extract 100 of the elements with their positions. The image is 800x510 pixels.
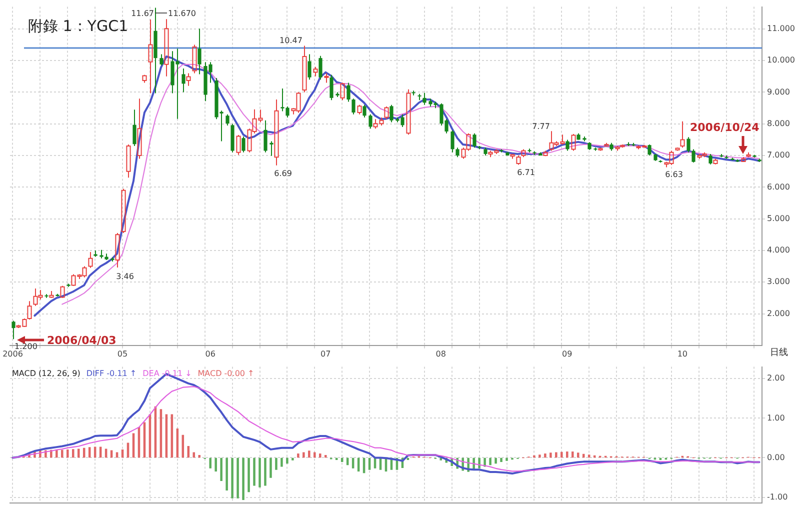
chart-title: MACD (12, 26, 9) — [12, 368, 80, 378]
y-tick-label: -1.00 — [767, 492, 788, 502]
y-tick-label: 9.000 — [767, 87, 790, 96]
bar — [258, 458, 261, 488]
candlestick — [308, 54, 312, 80]
bar — [253, 458, 256, 486]
bar — [104, 448, 108, 458]
candlestick — [164, 18, 169, 77]
candlestick — [274, 99, 279, 166]
candlestick — [450, 130, 454, 153]
candlestick — [302, 45, 307, 93]
candlestick — [270, 140, 274, 156]
y-tick-label: 10.000 — [767, 56, 795, 65]
candlestick — [137, 98, 142, 160]
candlestick — [352, 98, 356, 115]
y-tick-label: 2.000 — [767, 308, 790, 318]
candlestick — [368, 114, 372, 130]
x-tick-label: 2006 — [2, 349, 23, 358]
x-tick-label: 07 — [320, 349, 331, 358]
candlestick — [456, 147, 460, 158]
candlestick — [160, 54, 164, 66]
bar — [302, 452, 305, 458]
bar — [576, 452, 580, 458]
candlestick — [148, 18, 153, 94]
candlestick — [566, 139, 570, 152]
annotation: 6.71 — [517, 168, 535, 177]
annotation: 2006/04/03 — [47, 334, 116, 347]
candlestick — [226, 114, 230, 126]
y-tick-label: 6.000 — [767, 182, 790, 192]
annotation: 6.63 — [665, 170, 683, 179]
candlestick — [686, 136, 690, 153]
x-tick-label: 10 — [677, 349, 688, 358]
candlestick — [242, 136, 246, 153]
bar — [94, 446, 96, 458]
bar — [494, 458, 497, 464]
candlestick — [115, 232, 120, 268]
x-tick-label: 06 — [205, 349, 216, 358]
bar — [588, 454, 590, 458]
candlestick — [472, 132, 476, 148]
annotation: 3.46 — [116, 272, 134, 281]
bar — [286, 458, 288, 464]
y-tick-label: 3.000 — [767, 277, 790, 286]
bar — [571, 451, 574, 458]
bar — [544, 453, 546, 458]
candlestick — [571, 134, 576, 152]
bar — [270, 458, 272, 478]
candlestick — [680, 120, 685, 148]
bar — [66, 449, 69, 458]
bar — [500, 458, 502, 462]
candlestick — [330, 74, 334, 101]
bar — [77, 448, 80, 458]
annotation: 11.67 — [131, 9, 154, 18]
bar — [292, 458, 294, 460]
candlestick — [390, 104, 394, 123]
bar — [550, 452, 552, 458]
bar — [236, 458, 239, 498]
candlestick — [422, 92, 426, 106]
bar — [314, 452, 316, 458]
annotation: 6.69 — [274, 169, 292, 178]
bar — [61, 450, 64, 458]
bar — [489, 458, 492, 466]
series-label: DEA -0.11 ↓ — [142, 368, 192, 378]
annotation: 2006/10/24 — [690, 121, 760, 134]
y-tick-label: 5.000 — [767, 214, 790, 223]
bar — [242, 458, 244, 500]
y-tick-label: 1.00 — [767, 413, 785, 422]
bar — [209, 458, 212, 468]
candlestick — [182, 68, 186, 93]
bar — [226, 458, 228, 490]
candlestick — [346, 82, 350, 102]
bar — [56, 450, 58, 458]
y-tick-label: 4.000 — [767, 246, 790, 255]
annotation: 7.77 — [532, 122, 550, 131]
candlestick — [648, 144, 652, 156]
bar — [566, 451, 568, 458]
bar — [533, 455, 536, 458]
annotation: 11.670 — [168, 9, 196, 18]
x-tick-label: 09 — [562, 349, 572, 358]
y-tick-label: 11.000 — [767, 24, 795, 34]
y-tick-label: 7.000 — [767, 150, 790, 160]
candlestick — [318, 55, 322, 80]
bar — [555, 452, 558, 458]
x-tick-label: 05 — [117, 349, 128, 358]
bar — [308, 450, 310, 458]
bar — [297, 453, 300, 458]
x-tick-label: 08 — [436, 349, 446, 358]
bar — [248, 458, 250, 492]
bar — [538, 454, 541, 458]
candlestick — [264, 120, 268, 153]
text: MACD -0.00 ↑ — [198, 368, 254, 378]
bar — [214, 458, 217, 472]
bar — [220, 458, 222, 481]
text: DIFF -0.11 ↑ — [86, 368, 137, 378]
candlestick — [132, 109, 136, 147]
y-tick-label: 8.000 — [767, 118, 790, 128]
bar — [319, 453, 322, 458]
x-axis-title: 日线 — [770, 347, 788, 358]
y-tick-label: 0.00 — [767, 452, 785, 462]
y-tick-label: 2.00 — [767, 374, 785, 383]
bar — [560, 452, 563, 458]
